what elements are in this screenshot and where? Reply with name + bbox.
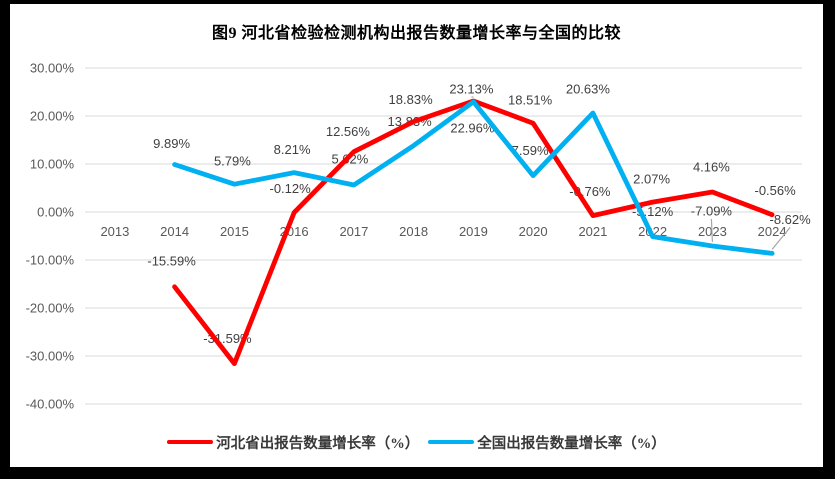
data-label-national: 5.79%: [214, 154, 251, 169]
series-line-national: [172, 99, 775, 256]
label-leader-line: [710, 218, 713, 243]
x-axis-year-label: 2021: [578, 224, 607, 239]
x-axis-year-label: 2018: [399, 224, 428, 239]
legend-label-national: 全国出报告数量增长率（%）: [477, 435, 666, 452]
data-label-hebei: 18.51%: [508, 93, 553, 108]
national-line-swatch-icon: [428, 439, 475, 445]
x-axis-year-label: 2013: [100, 224, 129, 239]
x-axis-year-label: 2017: [339, 224, 368, 239]
y-axis-tick-label: 30.00%: [30, 61, 75, 76]
data-label-hebei: -0.56%: [754, 183, 796, 198]
data-label-national: 7.59%: [512, 143, 549, 158]
data-label-national: 9.89%: [153, 136, 190, 151]
data-label-national: 8.21%: [274, 142, 311, 157]
data-label-national: -7.09%: [691, 204, 733, 219]
legend: 河北省出报告数量增长率（%） 全国出报告数量增长率（%）: [10, 430, 823, 454]
y-axis-tick-label: -20.00%: [26, 301, 75, 316]
x-axis-year-label: 2014: [160, 224, 189, 239]
data-label-hebei: -15.59%: [147, 253, 196, 268]
y-axis-tick-label: -30.00%: [26, 349, 75, 364]
data-label-national: -8.62%: [769, 212, 811, 227]
data-label-hebei: 23.13%: [449, 82, 494, 97]
legend-item-national: 全国出报告数量增长率（%）: [428, 432, 666, 453]
y-axis-tick-label: -10.00%: [26, 253, 75, 268]
y-axis-tick-label: 10.00%: [30, 157, 75, 172]
legend-item-hebei: 河北省出报告数量增长率（%）: [167, 432, 419, 453]
data-label-hebei: 12.56%: [326, 124, 371, 139]
data-label-hebei: -0.12%: [269, 181, 311, 196]
data-label-national: 22.96%: [450, 120, 495, 135]
data-label-hebei: 4.16%: [693, 160, 730, 175]
data-label-hebei: 2.07%: [633, 172, 670, 187]
data-label-hebei: 18.83%: [389, 92, 434, 107]
chart-canvas: 图9 河北省检验检测机构出报告数量增长率与全国的比较 30.00% 20.00% 1…: [10, 4, 823, 467]
x-axis-year-label: 2020: [519, 224, 548, 239]
x-axis-year-label: 2015: [220, 224, 249, 239]
x-axis-year-label: 2024: [758, 224, 787, 239]
chart-title: 图9 河北省检验检测机构出报告数量增长率与全国的比较: [211, 25, 621, 42]
line-chart-plot-area: 30.00% 20.00% 10.00% 0.00% -10.00% -20.00% -30…: [26, 61, 812, 412]
legend-label-hebei: 河北省出报告数量增长率（%）: [216, 435, 420, 452]
x-axis-year-label: 2019: [459, 224, 488, 239]
hebei-line-swatch-icon: [167, 439, 214, 445]
y-axis-tick-label: 20.00%: [30, 109, 75, 124]
y-axis-tick-label: 0.00%: [37, 205, 74, 220]
y-axis-tick-label: -40.00%: [26, 397, 75, 412]
label-leader-line: [771, 227, 791, 250]
data-label-national: 20.63%: [566, 82, 611, 97]
